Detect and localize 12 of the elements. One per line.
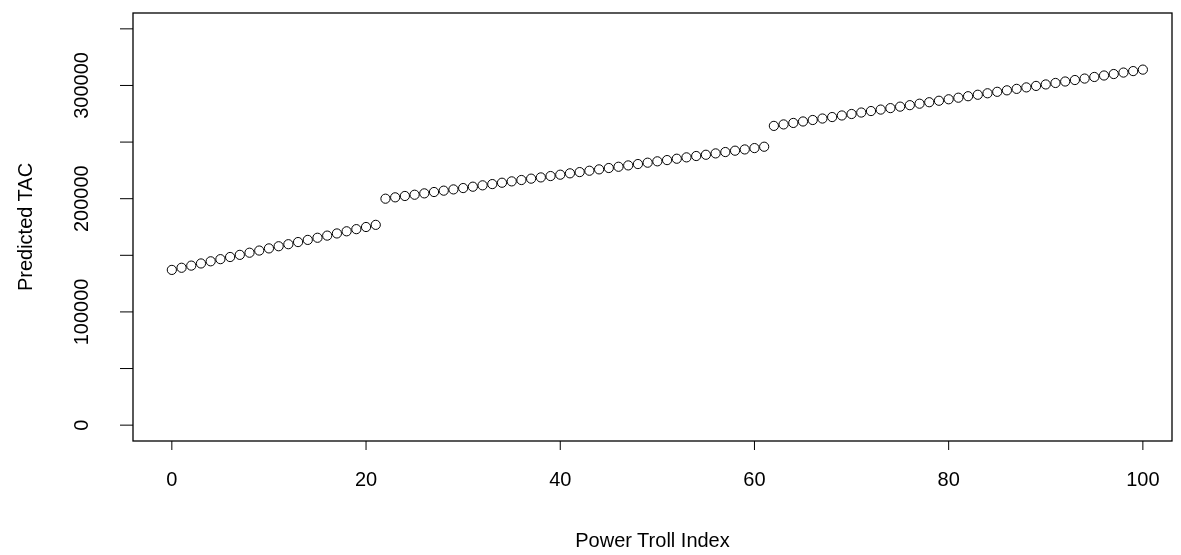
y-tick-label: 300000 xyxy=(70,52,92,119)
x-tick-label: 40 xyxy=(549,468,572,490)
y-tick-label: 100000 xyxy=(70,278,92,346)
y-axis-title: Predicted TAC xyxy=(14,162,36,292)
x-tick-label: 80 xyxy=(937,468,960,490)
y-tick-label: 0 xyxy=(70,419,92,431)
x-axis-title: Power Troll Index xyxy=(575,529,730,551)
x-tick-label: 100 xyxy=(1126,468,1160,490)
y-tick-label: 200000 xyxy=(70,165,92,233)
x-tick-label: 0 xyxy=(166,468,178,490)
x-tick-label: 20 xyxy=(354,468,378,490)
x-tick-label: 60 xyxy=(743,468,766,490)
